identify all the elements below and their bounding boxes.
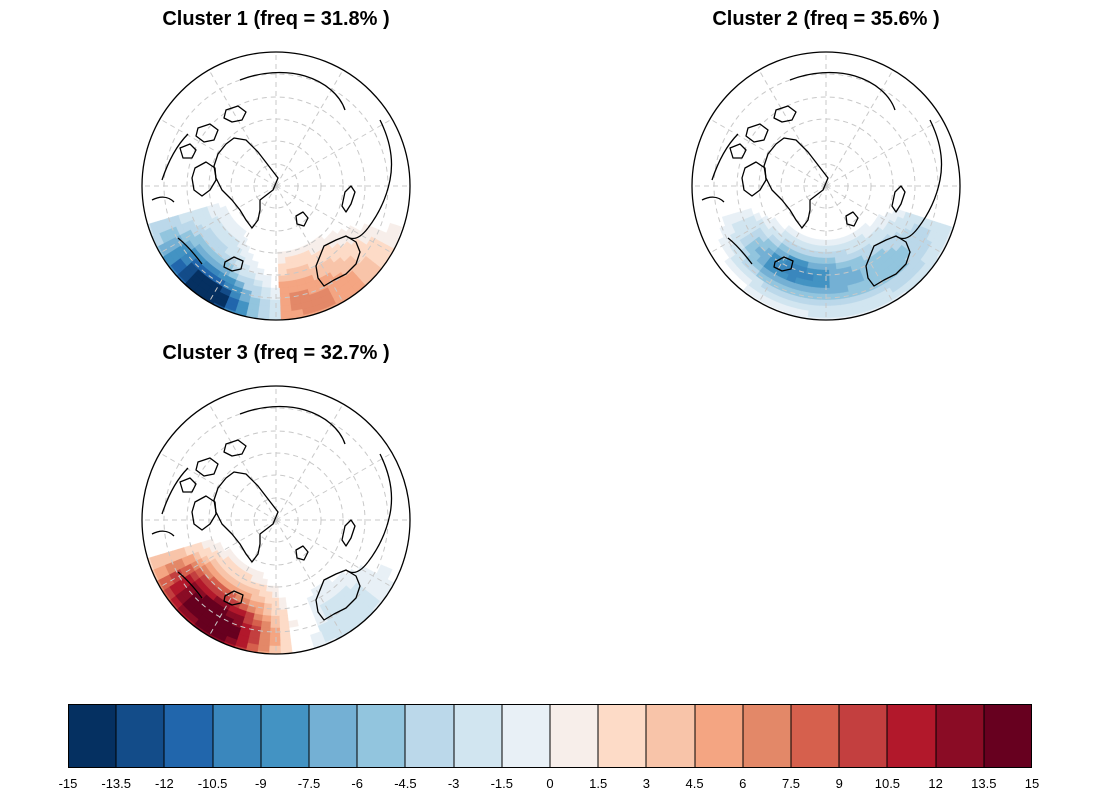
panel-title: Cluster 3 (freq = 32.7% )	[162, 342, 390, 364]
panel-title: Cluster 2 (freq = 35.6% )	[712, 8, 940, 30]
colorbar-tick-label: -6	[351, 776, 363, 791]
colorbar-swatch	[404, 704, 455, 768]
colorbar-swatch	[68, 704, 117, 768]
map-boundary	[691, 51, 961, 321]
colorbar-swatch	[983, 704, 1032, 768]
colorbar-tick-label: 15	[1024, 776, 1040, 791]
colorbar-swatch	[115, 704, 165, 768]
colorbar-swatch	[838, 704, 888, 768]
colorbar-swatch	[356, 704, 406, 768]
colorbar-tick-label: 9	[835, 776, 843, 791]
colorbar-swatch	[308, 704, 358, 768]
colorbar-tick-label: 0	[546, 776, 554, 791]
colorbar-tick-label: -1.5	[490, 776, 513, 791]
colorbar-swatch	[694, 704, 744, 768]
colorbar-swatch	[501, 704, 551, 768]
map-boundary	[141, 51, 411, 321]
colorbar-swatch	[742, 704, 792, 768]
coastlines	[151, 71, 393, 287]
polar-map	[691, 51, 961, 321]
colorbar-tick-label: 3	[642, 776, 651, 791]
colorbar-swatch	[886, 704, 937, 768]
colorbar-swatch	[549, 704, 599, 768]
colorbar-tick-label: -7.5	[297, 776, 321, 791]
colorbar-tick-label: 13.5	[971, 776, 997, 791]
polar-map	[141, 51, 411, 321]
colorbar-tick-label: -15	[58, 776, 78, 791]
colorbar-tick-label: -3	[447, 776, 460, 791]
map-boundary	[141, 385, 411, 655]
cluster-panel-3: Cluster 3 (freq = 32.7% )	[126, 334, 426, 655]
colorbar	[68, 704, 1032, 768]
panel-title: Cluster 1 (freq = 31.8% )	[162, 8, 390, 30]
colorbar-tick-label: -10.5	[197, 776, 228, 791]
coastlines	[701, 71, 943, 287]
colorbar-tick-label: -9	[255, 776, 267, 791]
colorbar-swatch	[163, 704, 214, 768]
colorbar-tick-label: 6	[739, 776, 747, 791]
graticule	[142, 52, 410, 320]
colorbar-swatch	[453, 704, 503, 768]
colorbar-swatch	[260, 704, 310, 768]
colorbar-tick-label: 7.5	[781, 776, 801, 791]
colorbar-tick-label: -13.5	[101, 776, 132, 791]
colorbar-swatch	[790, 704, 840, 768]
colorbar-swatch	[935, 704, 985, 768]
colorbar-tick-labels: -15 -13.5 -12 -10.5 -9 -7.5 -6 -4.5 -3 -1.5 0 1.5 3 4…	[0, 776, 1100, 796]
colorbar-tick-label: -12	[154, 776, 174, 791]
polar-map	[141, 385, 411, 655]
colorbar-swatch	[645, 704, 696, 768]
cluster-panel-2: Cluster 2 (freq = 35.6% )	[676, 0, 976, 321]
colorbar-swatch	[597, 704, 647, 768]
colorbar-tick-label: -4.5	[394, 776, 417, 791]
colorbar-tick-label: 4.5	[685, 776, 704, 791]
cluster-panel-1: Cluster 1 (freq = 31.8% )	[126, 0, 426, 321]
colorbar-tick-label: 10.5	[874, 776, 901, 791]
colorbar-tick-label: 12	[928, 776, 943, 791]
graticule	[692, 52, 960, 320]
colorbar-tick-label: 1.5	[589, 776, 608, 791]
coastlines	[151, 405, 393, 621]
colorbar-swatch	[212, 704, 262, 768]
graticule	[142, 386, 410, 654]
